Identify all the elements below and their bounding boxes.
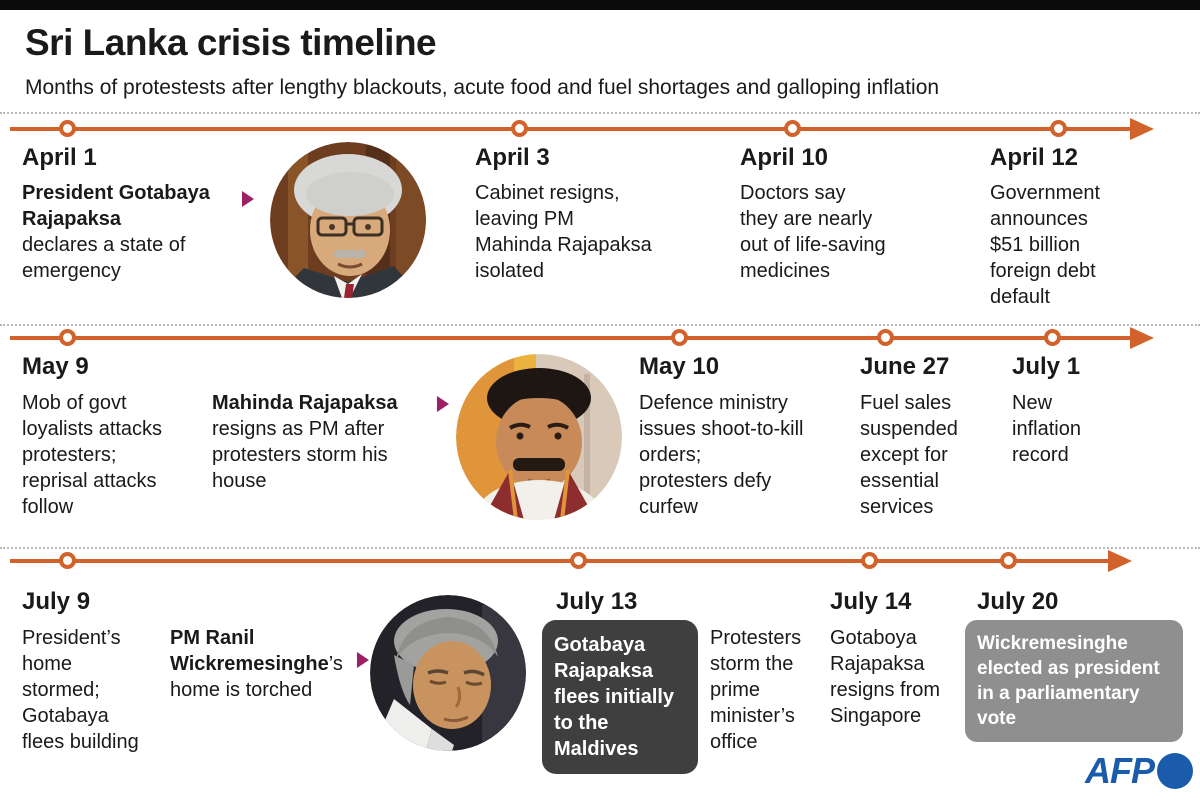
afp-logo: AFP — [1085, 750, 1193, 792]
pointer-triangle-icon-row1 — [242, 191, 254, 207]
event-text-july-13: Protesters storm the prime minister’s of… — [710, 627, 802, 753]
photo-ranil-wickremesinghe — [370, 595, 526, 751]
dotted-separator-3 — [0, 547, 1200, 549]
timeline-arrowhead-row3-icon — [1108, 550, 1132, 572]
timeline-node-may-9 — [59, 329, 76, 346]
event-text-july-14: Gotaboya Rajapaksa resigns from Singapor… — [830, 627, 941, 727]
event-bold-name-ranil: PM Ranil Wickremesinghe — [170, 627, 329, 675]
event-text-april-12: Government announces $51 billion foreign… — [990, 182, 1101, 308]
event-text-mahinda: Mahinda Rajapaksa resigns as PM after pr… — [212, 390, 442, 494]
pointer-triangle-icon-row3 — [357, 652, 369, 668]
timeline-line-row2 — [10, 336, 1132, 340]
event-text-may-10: Defence ministry issues shoot-to-kill or… — [639, 392, 804, 518]
dotted-separator-1 — [0, 112, 1200, 114]
event-date-july-20: July 20 — [977, 588, 1059, 615]
page-subtitle: Months of protestests after lengthy blac… — [25, 76, 940, 99]
timeline-node-july-9 — [59, 552, 76, 569]
event-date-july-9: July 9 — [22, 588, 91, 615]
event-text-april-10: Doctors say they are nearly out of life-… — [740, 182, 886, 282]
event-rest-ranil: ’s home is torched — [170, 653, 343, 701]
timeline-node-april-10 — [784, 120, 801, 137]
timeline-node-april-3 — [511, 120, 528, 137]
event-date-june-27: June 27 — [860, 353, 950, 380]
timeline-node-july-14 — [861, 552, 878, 569]
dotted-separator-2 — [0, 324, 1200, 326]
event-date-may-9: May 9 — [22, 353, 89, 380]
event-date-july-13: July 13 — [556, 588, 638, 615]
top-bar — [0, 0, 1200, 10]
event-date-april-1: April 1 — [22, 144, 97, 171]
event-date-april-10: April 10 — [740, 144, 829, 171]
timeline-node-july-20 — [1000, 552, 1017, 569]
event-date-july-1: July 1 — [1012, 353, 1081, 380]
timeline-line-row1 — [10, 127, 1132, 131]
event-text-july-9: President’s home stormed; Gotabaya flees… — [22, 627, 139, 753]
timeline-node-april-1 — [59, 120, 76, 137]
timeline-node-april-12 — [1050, 120, 1067, 137]
event-date-july-14: July 14 — [830, 588, 912, 615]
afp-logo-text: AFP — [1085, 750, 1155, 791]
event-rest-mahinda: resigns as PM after protesters storm his… — [212, 418, 388, 492]
timeline-node-may-10 — [671, 329, 688, 346]
timeline-arrowhead-row1-icon — [1130, 118, 1154, 140]
event-text-june-27: Fuel sales suspended except for essentia… — [860, 392, 958, 518]
timeline-node-july-1 — [1044, 329, 1061, 346]
event-text-july-1: New inflation record — [1012, 392, 1081, 466]
pointer-triangle-icon-row2 — [437, 396, 449, 412]
event-text-april-1: President Gotabaya Rajapaksa declares a … — [22, 180, 242, 284]
event-bold-name-gotabaya: President Gotabaya Rajapaksa — [22, 182, 210, 230]
event-bold-name-mahinda: Mahinda Rajapaksa — [212, 392, 398, 414]
event-rest-april-1: declares a state of emergency — [22, 234, 186, 282]
afp-logo-circle-icon — [1157, 753, 1193, 789]
photo-gotabaya-rajapaksa — [270, 142, 426, 298]
timeline-line-row3 — [10, 559, 1110, 563]
event-text-may-9: Mob of govt loyalists attacks protesters… — [22, 392, 163, 518]
event-text-april-3: Cabinet resigns, leaving PM Mahinda Raja… — [475, 182, 652, 282]
event-date-april-3: April 3 — [475, 144, 550, 171]
event-date-april-12: April 12 — [990, 144, 1079, 171]
timeline-node-june-27 — [877, 329, 894, 346]
event-date-may-10: May 10 — [639, 353, 720, 380]
event-box-july-20: Wickremesinghe elected as president in a… — [965, 620, 1183, 742]
page-title: Sri Lanka crisis timeline — [25, 22, 437, 63]
timeline-node-july-13 — [570, 552, 587, 569]
event-text-ranil: PM Ranil Wickremesinghe’s home is torche… — [170, 625, 380, 703]
timeline-arrowhead-row2-icon — [1130, 327, 1154, 349]
photo-mahinda-rajapaksa — [456, 354, 622, 520]
event-box-july-13: Gotabaya Rajapaksa flees initially to th… — [542, 620, 698, 774]
